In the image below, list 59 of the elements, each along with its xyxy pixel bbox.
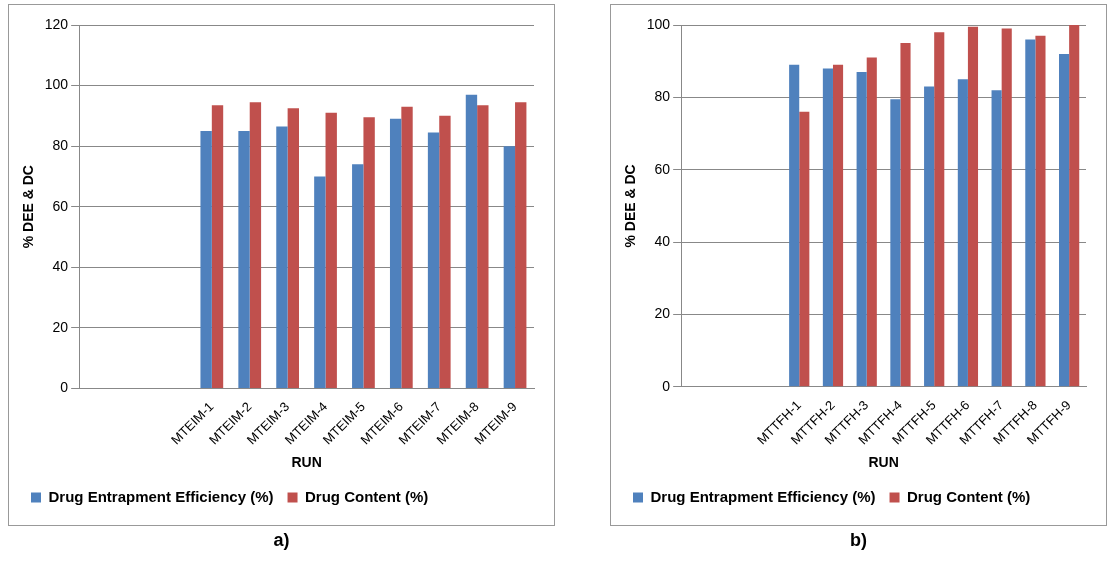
y-tick-label: 100 bbox=[646, 15, 671, 32]
bar bbox=[900, 43, 911, 387]
text: b) bbox=[849, 530, 868, 551]
bar bbox=[822, 68, 833, 387]
bar bbox=[967, 26, 979, 387]
legend-label: Drug Entrapment Efficiency (%) bbox=[650, 487, 876, 505]
legend-label: Drug Entrapment Efficiency (%) bbox=[48, 487, 274, 505]
bar bbox=[924, 86, 935, 387]
y-tick-label: 60 bbox=[654, 160, 671, 177]
bar bbox=[934, 32, 945, 387]
bar bbox=[1059, 53, 1070, 387]
bar bbox=[249, 102, 262, 388]
text: a) bbox=[272, 530, 291, 551]
bar bbox=[363, 117, 375, 388]
y-tick-label: 40 bbox=[654, 232, 671, 249]
bar bbox=[352, 164, 364, 388]
y-axis-title: % DEE & DC bbox=[622, 164, 639, 248]
y-tick-label: 0 bbox=[662, 377, 671, 394]
bar bbox=[991, 90, 1002, 387]
bar bbox=[276, 126, 288, 388]
bar bbox=[389, 118, 402, 388]
bar bbox=[503, 146, 516, 388]
bar bbox=[1001, 28, 1012, 387]
bar bbox=[866, 57, 877, 387]
bar bbox=[856, 72, 867, 387]
y-tick-label: 0 bbox=[60, 379, 69, 396]
x-axis-title: RUN bbox=[868, 454, 899, 471]
y-tick-label: 20 bbox=[654, 305, 671, 322]
y-tick-label: 100 bbox=[44, 76, 69, 93]
y-tick-label: 20 bbox=[52, 318, 69, 335]
bar bbox=[427, 132, 440, 388]
bar bbox=[211, 105, 224, 388]
bar bbox=[200, 130, 212, 388]
bar bbox=[1069, 25, 1080, 387]
legend-label: Drug Content (%) bbox=[305, 487, 429, 505]
bar bbox=[287, 108, 299, 388]
bar bbox=[789, 64, 800, 387]
bar bbox=[1025, 39, 1036, 387]
bar bbox=[799, 111, 810, 387]
bar bbox=[832, 64, 844, 387]
bar bbox=[439, 115, 451, 388]
bar bbox=[465, 94, 478, 388]
legend-label: Drug Content (%) bbox=[907, 487, 1031, 505]
bar bbox=[957, 79, 968, 387]
bar bbox=[238, 130, 250, 388]
bar bbox=[515, 102, 527, 388]
y-tick-label: 80 bbox=[52, 136, 69, 153]
bar bbox=[1035, 35, 1046, 387]
bar bbox=[314, 176, 326, 388]
y-axis-title: % DEE & DC bbox=[20, 165, 37, 249]
y-tick-label: 60 bbox=[52, 197, 69, 214]
bar bbox=[477, 105, 489, 388]
x-axis-title: RUN bbox=[291, 454, 322, 471]
bar bbox=[890, 99, 901, 387]
y-tick-label: 40 bbox=[52, 258, 69, 275]
bar bbox=[401, 106, 413, 388]
y-tick-label: 80 bbox=[654, 88, 671, 105]
y-tick-label: 120 bbox=[44, 15, 69, 32]
bar bbox=[325, 112, 337, 388]
